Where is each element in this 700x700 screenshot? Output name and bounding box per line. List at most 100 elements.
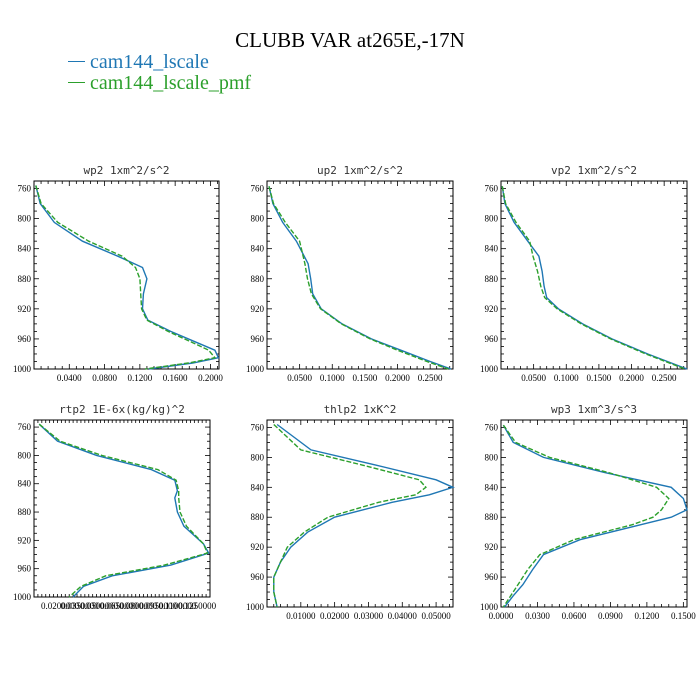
y-tick-label: 880 [485, 274, 499, 284]
x-tick-label: 0.0600 [562, 611, 587, 621]
y-tick-label: 1000 [13, 364, 32, 374]
x-tick-label: 0.0800 [92, 373, 117, 383]
legend-swatch [68, 81, 85, 83]
y-tick-label: 960 [18, 334, 32, 344]
legend-swatch [68, 60, 85, 62]
series-line-2 [501, 186, 686, 370]
x-tick-label: 0.1250000 [178, 601, 217, 611]
y-tick-label: 760 [251, 184, 265, 194]
y-tick-label: 960 [485, 572, 499, 582]
series-line-2 [273, 423, 427, 608]
panel-title: wp3 1xm^3/s^3 [551, 403, 637, 416]
panel-title: vp2 1xm^2/s^2 [551, 164, 637, 177]
y-tick-label: 960 [18, 564, 32, 574]
x-tick-label: 0.0950000 [139, 601, 178, 611]
series-line-2 [35, 185, 217, 370]
x-tick-label: 0.0500 [521, 373, 546, 383]
y-tick-label: 960 [251, 572, 265, 582]
x-tick-label: 0.1000 [554, 373, 579, 383]
x-tick-label: 0.03000 [354, 611, 384, 621]
y-tick-label: 800 [251, 214, 265, 224]
y-tick-label: 1000 [13, 592, 32, 602]
y-tick-label: 880 [251, 512, 265, 522]
x-tick-label: 0.02000 [320, 611, 350, 621]
series-line-1 [268, 186, 452, 370]
plot-frame [33, 180, 220, 370]
x-tick-label: 0.1500 [587, 373, 612, 383]
x-tick-label: 0.0500 [287, 373, 312, 383]
series-line-2 [38, 423, 209, 598]
legend-entry-lscale: cam144_lscale [68, 51, 209, 74]
y-tick-label: 840 [251, 244, 265, 254]
y-tick-label: 1000 [246, 364, 265, 374]
y-tick-label: 760 [485, 184, 499, 194]
y-tick-label: 760 [18, 422, 32, 432]
y-tick-label: 920 [18, 304, 32, 314]
panel-title: up2 1xm^2/s^2 [317, 164, 403, 177]
y-tick-label: 760 [18, 184, 32, 194]
panel-title: thlp2 1xK^2 [324, 403, 397, 416]
y-tick-label: 960 [485, 334, 499, 344]
x-tick-label: 0.1100000 [158, 601, 196, 611]
x-tick-label: 0.1600 [163, 373, 188, 383]
legend-label: cam144_lscale_pmf [90, 72, 252, 94]
y-tick-label: 800 [18, 214, 32, 224]
series-line-1 [501, 186, 688, 370]
x-tick-label: 0.2000 [198, 373, 223, 383]
y-tick-label: 920 [485, 542, 499, 552]
y-tick-label: 800 [485, 452, 499, 462]
y-tick-label: 800 [18, 450, 32, 460]
panel-title: rtp2 1E-6x(kg/kg)^2 [59, 403, 185, 416]
y-tick-label: 920 [485, 304, 499, 314]
chart-panel-1: wp2 1xm^2/s^2 760 800 840 880 920 960 1000 0.040… [13, 164, 223, 383]
y-tick-label: 1000 [480, 364, 499, 374]
y-tick-label: 920 [251, 542, 265, 552]
plot-frame [266, 180, 454, 370]
y-tick-label: 880 [251, 274, 265, 284]
y-tick-label: 760 [251, 422, 265, 432]
y-tick-label: 920 [251, 304, 265, 314]
y-tick-label: 880 [18, 507, 32, 517]
series-line-2 [268, 186, 449, 370]
series-line-1 [35, 185, 220, 370]
x-tick-label: 0.0800000 [119, 601, 158, 611]
x-tick-label: 0.0900 [598, 611, 623, 621]
plot-frame [266, 419, 454, 608]
x-tick-label: 0.04000 [388, 611, 418, 621]
x-tick-label: 0.1200 [635, 611, 660, 621]
x-tick-label: 0.1500 [671, 611, 696, 621]
x-tick-label: 0.2000 [619, 373, 644, 383]
y-tick-label: 840 [485, 244, 499, 254]
chart-panel-2: up2 1xm^2/s^2 760 800 840 880 920 960 1000 0.050… [246, 164, 454, 383]
plot-frame [33, 419, 211, 598]
series-line-1 [38, 423, 210, 598]
x-tick-label: 0.0300 [525, 611, 550, 621]
series-line-1 [502, 424, 688, 608]
y-tick-label: 840 [485, 482, 499, 492]
y-tick-label: 840 [18, 244, 32, 254]
y-tick-label: 1000 [246, 602, 265, 612]
x-tick-label: 0.1200 [127, 373, 152, 383]
y-tick-label: 1000 [480, 602, 499, 612]
y-tick-label: 880 [485, 512, 499, 522]
x-tick-label: 0.0350000 [61, 601, 100, 611]
y-tick-label: 800 [251, 452, 265, 462]
y-tick-label: 920 [18, 535, 32, 545]
x-tick-label: 0.0400 [57, 373, 82, 383]
plot-frame [500, 180, 688, 370]
x-tick-label: 0.0000 [489, 611, 514, 621]
x-tick-label: 0.1500 [353, 373, 378, 383]
x-tick-label: 0.2500 [418, 373, 443, 383]
y-tick-label: 960 [251, 334, 265, 344]
x-tick-label: 0.0650000 [100, 601, 139, 611]
legend-label: cam144_lscale [90, 51, 209, 73]
x-tick-label: 0.2000 [385, 373, 410, 383]
legend-entry-lscale-pmf: cam144_lscale_pmf [68, 72, 251, 95]
y-tick-label: 840 [18, 479, 32, 489]
y-tick-label: 760 [485, 422, 499, 432]
x-tick-label: 0.1000 [320, 373, 345, 383]
x-tick-label: 0.0500000 [80, 601, 119, 611]
panel-title: wp2 1xm^2/s^2 [83, 164, 169, 177]
chart-panel-4: rtp2 1E-6x(kg/kg)^2 760 800 840 880 920 960 100… [13, 403, 217, 611]
